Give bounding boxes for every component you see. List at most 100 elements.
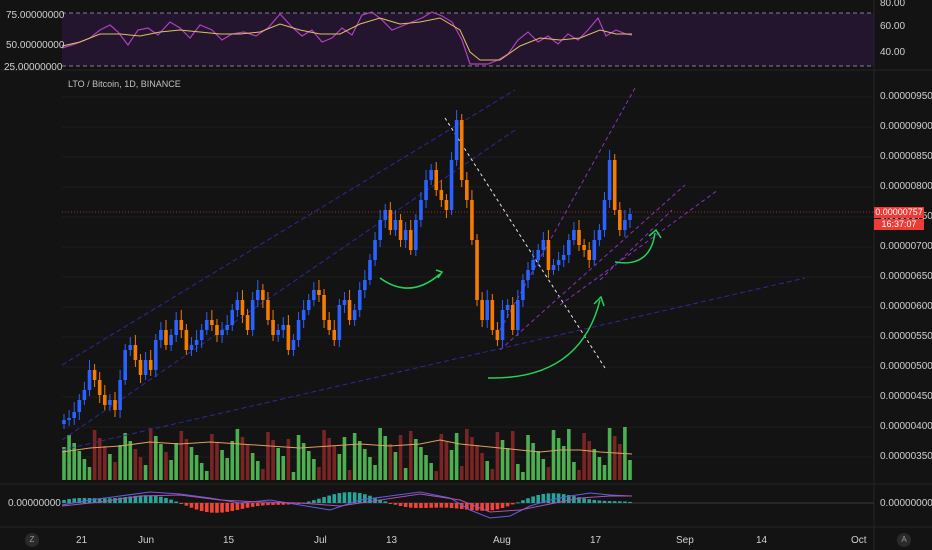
candle-body	[62, 420, 66, 424]
macd-histogram-bar	[628, 501, 632, 503]
macd-histogram-bar	[153, 495, 158, 503]
volume-bar	[368, 457, 372, 480]
price-candles	[62, 110, 632, 429]
volume-bar	[612, 436, 617, 480]
volume-bar	[199, 463, 204, 480]
volume-bar	[164, 452, 168, 480]
candle-body	[138, 360, 143, 375]
macd-axis-left: 0.00000000	[8, 498, 61, 509]
candle-body	[475, 240, 479, 300]
macd-histogram-bar	[587, 499, 592, 503]
candle-body	[250, 300, 255, 330]
volume-bar	[561, 446, 566, 480]
volume-bar	[250, 453, 255, 480]
volume-bar	[204, 471, 209, 480]
volume-bar	[62, 447, 66, 480]
candle-body	[602, 200, 607, 230]
auto-scale-button[interactable]: A	[897, 533, 911, 547]
volume-bar	[398, 435, 403, 480]
price-axis-label: 0.00000900	[880, 121, 932, 132]
volume-bar	[408, 431, 413, 480]
rsi-ma-line	[61, 17, 632, 61]
volume-bar	[572, 462, 576, 480]
candle-body	[383, 210, 388, 220]
rsi-pane	[61, 11, 874, 67]
volume-bar	[414, 439, 418, 480]
rsi-axis-left-50: 50.00000000	[6, 40, 65, 51]
macd-histogram-bar	[148, 495, 153, 503]
macd-histogram-bar	[296, 503, 301, 504]
annotation-arrows	[379, 228, 662, 379]
candle-body	[337, 305, 342, 340]
macd-histogram-bar	[607, 501, 612, 503]
macd-histogram-bar	[424, 503, 428, 508]
macd-histogram-bar	[612, 501, 617, 503]
macd-histogram-bar	[541, 493, 546, 503]
candle-body	[572, 230, 576, 240]
volume-bar	[72, 443, 76, 480]
volume-bar	[337, 454, 342, 480]
price-axis-label: 0.00000600	[880, 301, 932, 312]
volume-bar	[77, 451, 82, 480]
macd-histogram-bar	[577, 497, 581, 503]
volume-bar	[597, 457, 602, 480]
volume-bar	[97, 438, 102, 480]
candle-body	[87, 370, 92, 390]
candle-body	[113, 400, 117, 410]
candle-body	[77, 400, 82, 412]
macd-histogram-bar	[526, 498, 530, 503]
volume-bar	[138, 457, 143, 480]
candle-body	[531, 260, 535, 270]
candle-body	[118, 380, 122, 410]
volume-bar	[92, 430, 97, 480]
macd-histogram-bar	[465, 503, 469, 510]
macd-histogram-bar	[215, 503, 219, 513]
candle-body	[628, 214, 632, 220]
volume-bar	[179, 431, 184, 480]
candle-body	[276, 330, 280, 335]
volume-bar	[225, 458, 229, 480]
volume-bar	[174, 443, 178, 480]
volume-bar	[281, 456, 286, 480]
time-axis-label: 21	[76, 535, 88, 546]
volume-bar	[510, 431, 515, 480]
volume-bar	[215, 442, 219, 480]
candle-body	[444, 200, 449, 210]
candle-body	[551, 265, 556, 270]
candle-body	[322, 295, 326, 320]
time-axis-label: 14	[756, 535, 768, 546]
candle-body	[332, 330, 337, 340]
volume-bar	[628, 460, 632, 480]
zoom-button-left[interactable]: Z	[25, 533, 39, 547]
chart-legend: LTO / Bitcoin, 1D, BINANCE	[68, 79, 181, 89]
candle-body	[199, 330, 204, 340]
volume-bar	[113, 462, 117, 480]
candle-body	[67, 418, 71, 420]
candle-body	[623, 220, 627, 230]
green-arrow-3	[614, 232, 656, 264]
candle-body	[516, 300, 520, 330]
candle-body	[373, 240, 377, 260]
candle-body	[301, 310, 306, 320]
macd-histogram-bar	[62, 500, 66, 503]
candle-body	[577, 230, 581, 245]
candle-body	[541, 240, 546, 250]
time-axis-label: Jun	[138, 535, 155, 546]
macd-histogram-bar	[189, 503, 194, 508]
candle-body	[143, 360, 148, 375]
candle-body	[342, 300, 347, 305]
candle-body	[189, 345, 194, 350]
candle-body	[419, 200, 423, 220]
volume-bar	[618, 444, 622, 480]
volume-bar	[123, 433, 127, 480]
macd-histogram-bar	[444, 503, 449, 508]
candle-body	[510, 305, 515, 330]
candle-body	[164, 330, 168, 345]
candle-body	[403, 230, 408, 240]
macd-histogram-bar	[92, 498, 97, 503]
macd-histogram-bar	[266, 503, 270, 506]
volume-bar	[592, 449, 597, 480]
price-axis-label: 0.00000700	[880, 241, 932, 252]
candle-body	[179, 320, 184, 330]
